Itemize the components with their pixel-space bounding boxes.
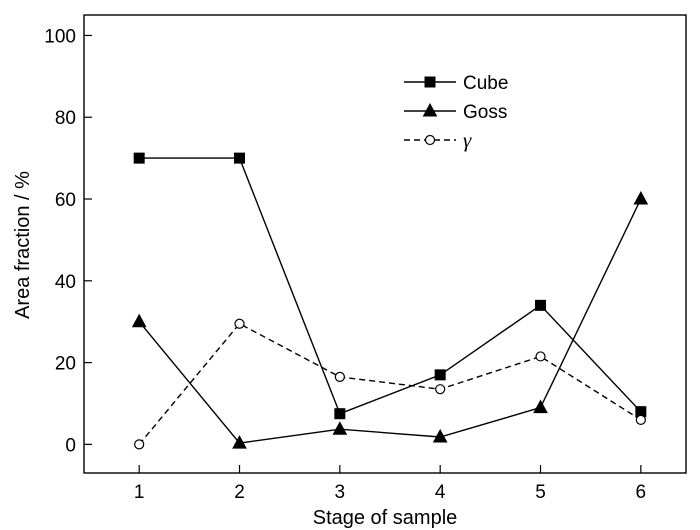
legend-marker <box>424 134 436 146</box>
series-3-point <box>635 414 646 425</box>
x-axis: 1 2 3 4 5 6 <box>134 465 646 503</box>
series-2-point <box>131 313 147 328</box>
series-3-point <box>435 384 446 395</box>
series-1-line <box>139 157 642 415</box>
series-1 <box>133 152 647 420</box>
y-axis-title: Area fraction / % <box>12 171 34 319</box>
series-2-point <box>633 190 649 205</box>
plot-frame <box>83 14 687 474</box>
x-tick-label: 1 <box>134 482 145 503</box>
y-tick-label: 100 <box>44 26 76 47</box>
series-2-point <box>332 421 348 435</box>
series-1-point <box>334 408 346 420</box>
y-tick-label: 0 <box>65 435 76 456</box>
legend-label: Goss <box>463 102 507 123</box>
y-tick-label: 60 <box>55 190 76 211</box>
x-tick-label: 3 <box>335 482 346 503</box>
series-2-point <box>232 435 247 449</box>
legend-marker <box>422 102 438 117</box>
x-tick-label: 2 <box>234 482 245 503</box>
y-axis: 0 20 40 60 80 100 <box>44 26 92 456</box>
y-tick-label: 80 <box>55 108 76 129</box>
legend-label: Cube <box>463 73 508 94</box>
legend-item: γ <box>404 128 472 152</box>
series-1-point <box>133 152 145 164</box>
series-1-point <box>434 369 446 381</box>
y-tick-label: 40 <box>55 272 76 293</box>
series-3-line <box>138 322 642 445</box>
x-tick-label: 4 <box>435 482 446 503</box>
y-tick-label: 20 <box>55 354 76 375</box>
x-tick-label: 6 <box>636 482 647 503</box>
legend-item: Goss <box>404 102 507 123</box>
series-1-point <box>234 152 246 164</box>
series-layer <box>131 152 649 450</box>
series-2 <box>131 190 649 449</box>
series-3 <box>134 318 646 450</box>
series-3-point <box>535 351 546 362</box>
series-3-point <box>134 439 145 450</box>
legend-item: Cube <box>404 73 508 94</box>
x-tick-label: 5 <box>535 482 546 503</box>
legend: Cube Goss γ <box>404 73 508 152</box>
legend-marker <box>424 76 436 88</box>
series-3-point <box>334 371 345 383</box>
series-1-point <box>535 299 547 311</box>
series-2-line <box>138 198 642 444</box>
series-3-point <box>234 318 245 329</box>
series-2-point <box>432 428 448 443</box>
legend-label: γ <box>463 128 472 152</box>
series-2-point <box>533 399 548 414</box>
x-axis-title: Stage of sample <box>313 507 458 529</box>
